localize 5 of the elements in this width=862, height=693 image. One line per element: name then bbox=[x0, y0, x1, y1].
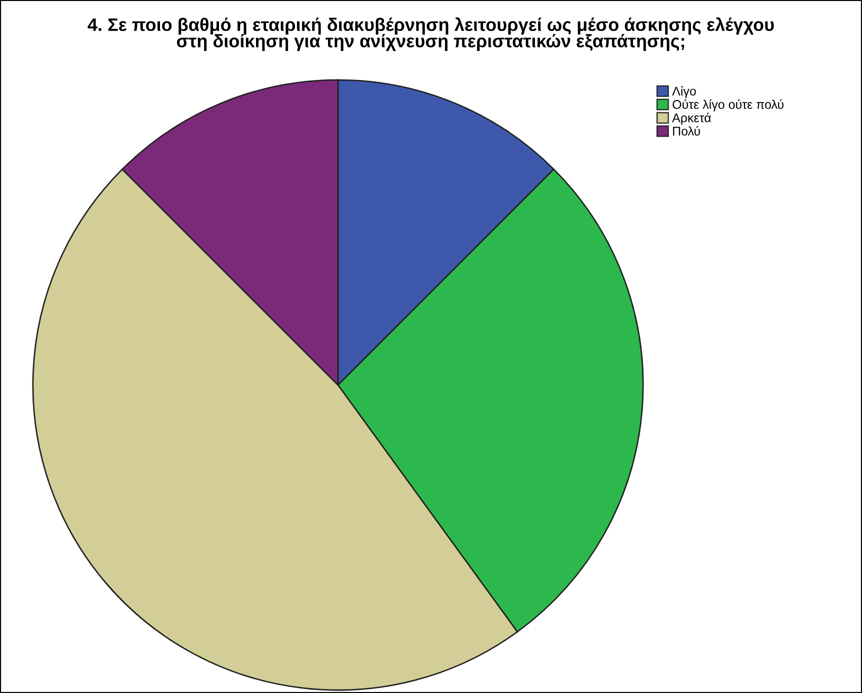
legend-label: Πολύ bbox=[673, 126, 700, 136]
chart-title: 4. Σε ποιο βαθμό η εταιρική διακυβέρνηση λειτουργεί ως μέσο άσκησης ελέγχου στη διοίκηση για την ανίχνευση περιστατικών εξαπάτησης; bbox=[88, 17, 774, 51]
legend-label: Αρκετά bbox=[672, 112, 711, 125]
legend-label: Ούτε λίγο ούτε πολύ bbox=[672, 99, 784, 112]
legend-label: Λίγο bbox=[672, 86, 696, 98]
